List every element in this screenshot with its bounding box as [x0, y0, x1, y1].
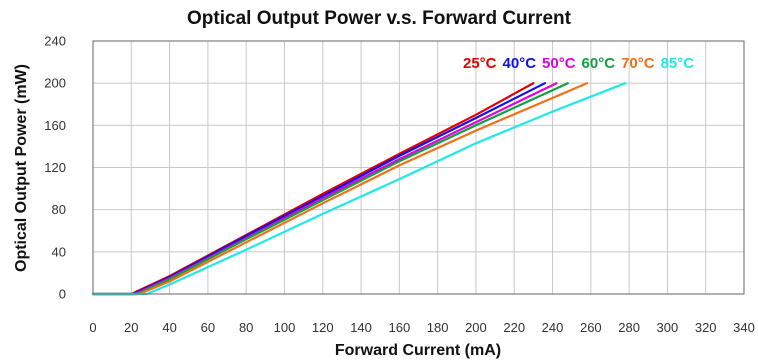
series-line-1	[91, 82, 535, 296]
x-tick-label: 320	[695, 320, 717, 335]
x-tick-label: 300	[657, 320, 679, 335]
x-tick-label: 120	[312, 320, 334, 335]
y-tick-label: 120	[44, 160, 66, 175]
x-tick-label: 100	[274, 320, 296, 335]
x-axis-label: Forward Current (mA)	[335, 342, 501, 359]
x-tick-label: 0	[89, 320, 96, 335]
x-tick-label: 180	[427, 320, 449, 335]
x-tick-label: 220	[503, 320, 525, 335]
plot-frame	[92, 40, 745, 295]
y-tick-label: 40	[52, 244, 66, 259]
chart-title: Optical Output Power v.s. Forward Curren…	[187, 8, 572, 29]
y-tick-label: 200	[44, 76, 66, 91]
x-tick-label: 60	[201, 320, 215, 335]
x-tick-label: 140	[350, 320, 372, 335]
series-line-6	[91, 82, 627, 296]
y-tick-label: 240	[44, 34, 66, 49]
x-tick-label: 20	[124, 320, 138, 335]
x-tick-label: 340	[733, 320, 755, 335]
series-line-5	[91, 82, 589, 296]
series-layer	[91, 82, 627, 296]
x-tick-label: 40	[162, 320, 176, 335]
y-tick-label: 160	[44, 118, 66, 133]
legend-entry: 40°C	[503, 55, 537, 72]
tick-layer: 0 20 40 60 80 100 120 140 160 180 200 220 240 260 280 3…	[44, 34, 755, 336]
x-tick-label: 280	[618, 320, 640, 335]
legend-entry: 85°C	[661, 55, 695, 72]
x-tick-label: 240	[542, 320, 564, 335]
x-tick-label: 260	[580, 320, 602, 335]
series-line-3	[91, 82, 558, 296]
y-tick-label: 80	[52, 202, 66, 217]
y-axis-label: Optical Output Power (mW)	[13, 64, 30, 272]
legend-entry: 50°C	[542, 55, 576, 72]
legend-entry: 25°C	[463, 55, 497, 72]
y-tick-label: 0	[59, 287, 66, 302]
legend-entry: 60°C	[582, 55, 616, 72]
x-tick-label: 80	[239, 320, 253, 335]
x-tick-label: 200	[465, 320, 487, 335]
grid-layer	[92, 40, 745, 295]
legend: 25°C 40°C 50°C 60°C 70°C 85°C	[463, 55, 694, 72]
legend-entry: 70°C	[621, 55, 655, 72]
x-tick-label: 160	[389, 320, 411, 335]
series-line-4	[91, 82, 569, 296]
